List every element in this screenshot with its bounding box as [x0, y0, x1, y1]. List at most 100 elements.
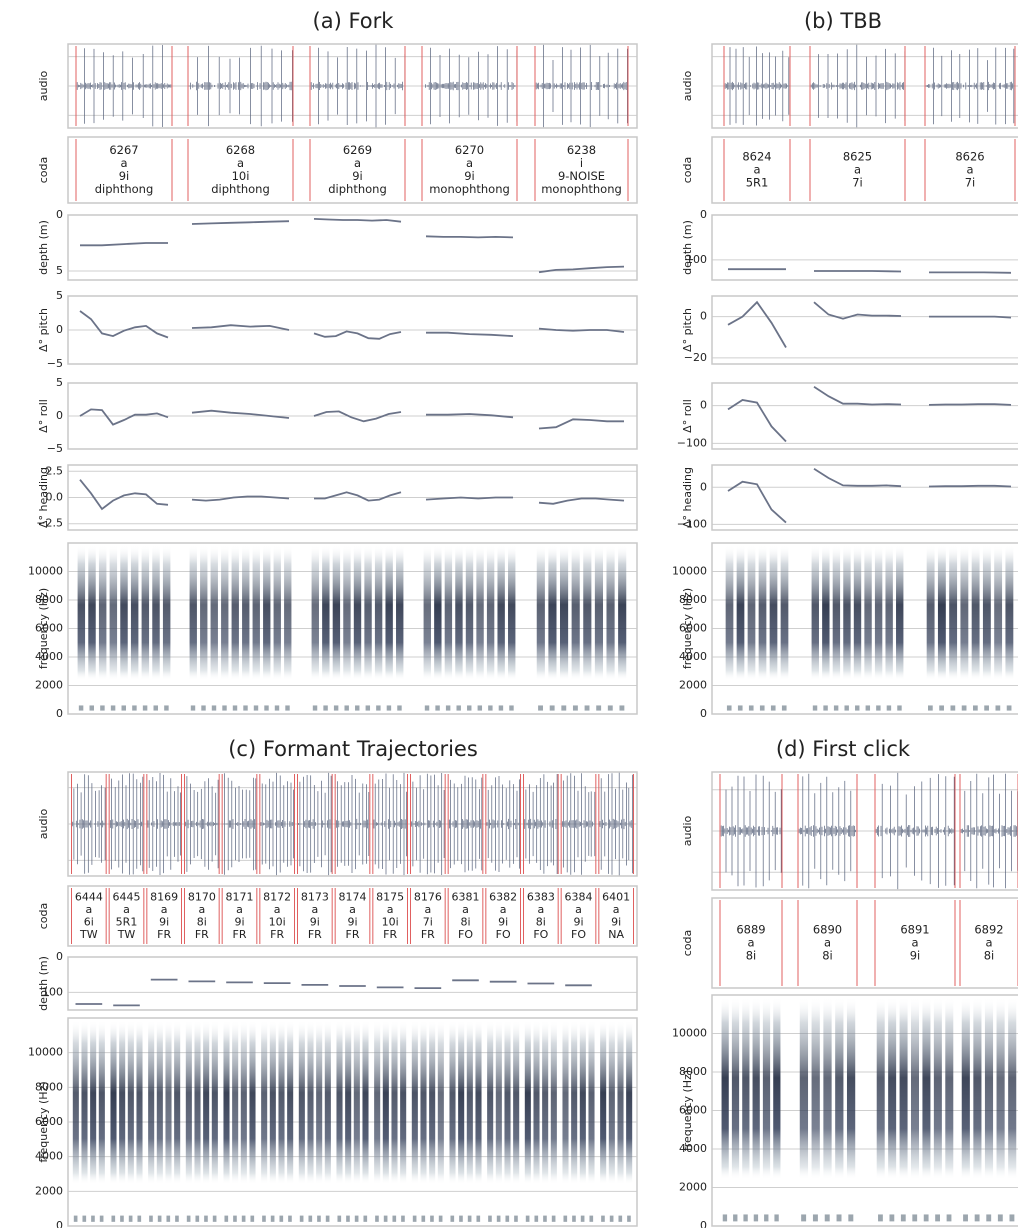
low-band — [137, 1216, 141, 1222]
spectral-band — [927, 545, 935, 702]
low-band — [585, 705, 590, 710]
low-band — [774, 1214, 778, 1221]
low-band — [74, 1216, 78, 1222]
spectral-band — [284, 545, 291, 702]
spectral-band — [812, 545, 819, 702]
coda-label: 9i — [234, 915, 244, 928]
low-band — [608, 705, 613, 710]
spectral-band — [90, 1020, 96, 1211]
spectral-band — [261, 1020, 267, 1211]
coda-label: 9i — [498, 915, 508, 928]
low-band — [317, 1216, 321, 1222]
low-band — [100, 1216, 104, 1222]
waveform — [561, 773, 595, 875]
low-band — [120, 1216, 124, 1222]
spectral-band — [888, 997, 896, 1210]
spectral-band — [1005, 545, 1013, 702]
y-tick-label: 2000 — [35, 679, 63, 692]
row-label: coda — [681, 157, 694, 184]
spectral-band — [316, 1020, 322, 1211]
low-band — [618, 1216, 622, 1222]
low-band — [928, 705, 933, 710]
low-band — [563, 1216, 567, 1222]
coda-label: 9-NOISE — [558, 169, 605, 183]
coda-label: 6268 — [226, 143, 255, 157]
low-band — [526, 1216, 530, 1222]
spectral-band — [875, 545, 882, 702]
coda-label: FR — [157, 928, 171, 941]
coda-label: 10i — [232, 169, 250, 183]
low-band — [195, 1216, 199, 1222]
low-band — [254, 705, 258, 710]
waveform — [724, 47, 789, 126]
coda-label: 8173 — [301, 890, 329, 903]
low-band — [233, 1216, 237, 1222]
low-band — [889, 1214, 894, 1221]
low-band — [435, 705, 439, 710]
spectral-band — [994, 545, 1002, 702]
spectral-band — [985, 997, 993, 1210]
spectral-band — [997, 997, 1005, 1210]
low-band — [468, 1216, 472, 1222]
spectral-band — [781, 545, 789, 702]
coda-label: NA — [608, 928, 624, 941]
spectral-band — [148, 1020, 154, 1211]
coda-label: 8174 — [339, 890, 367, 903]
low-band — [111, 705, 115, 710]
low-band — [213, 1216, 217, 1222]
low-band — [323, 705, 327, 710]
low-band — [801, 1214, 806, 1221]
low-band — [837, 1214, 842, 1221]
y-tick-label: −5 — [47, 442, 63, 455]
spectral-band — [232, 1020, 238, 1211]
y-tick-label: 2000 — [679, 679, 707, 692]
y-tick-label: 10000 — [28, 565, 63, 578]
row-line: Δ° pitch−200 — [681, 296, 1018, 364]
spectral-band — [854, 545, 861, 702]
coda-label: TW — [79, 928, 98, 941]
series-line — [192, 325, 289, 330]
low-band — [572, 1216, 576, 1222]
spectral-band — [165, 1020, 171, 1211]
waveform — [925, 48, 1014, 125]
y-tick-label: 5 — [56, 264, 63, 277]
coda-label: FO — [458, 928, 473, 941]
spectral-band — [606, 545, 614, 702]
spectral-band — [896, 545, 903, 702]
series-line — [192, 411, 289, 418]
spectral-band — [560, 545, 568, 702]
spectral-band — [773, 997, 780, 1210]
series-line — [814, 469, 901, 487]
y-tick-label: 6000 — [35, 1115, 63, 1128]
spectral-band — [274, 545, 281, 702]
low-band — [446, 705, 450, 710]
coda-label: 6401 — [602, 890, 630, 903]
coda-label: 6270 — [455, 143, 484, 157]
y-tick-label: 0 — [56, 950, 63, 963]
low-band — [456, 705, 460, 710]
low-band — [204, 1216, 208, 1222]
y-tick-label: 0.0 — [46, 491, 64, 504]
spectral-band — [525, 1020, 531, 1211]
low-band — [601, 1216, 605, 1222]
low-band — [421, 1216, 425, 1222]
low-band — [334, 705, 338, 710]
spectral-band — [885, 545, 892, 702]
y-tick-label: 0 — [56, 208, 63, 221]
coda-label: FO — [571, 928, 586, 941]
coda-label: 8625 — [843, 150, 872, 164]
spectral-band — [424, 545, 431, 702]
spectral-band — [120, 545, 127, 702]
low-band — [743, 1214, 747, 1221]
low-band — [947, 1214, 952, 1221]
y-tick-label: 2000 — [35, 1184, 63, 1197]
coda-label: a — [747, 936, 754, 950]
y-tick-label: 100 — [42, 985, 63, 998]
figure: (a) Forkaudiocoda6267a9idiphthong6268a10… — [0, 0, 1018, 1228]
coda-label: 6382 — [489, 890, 517, 903]
spectral-band — [595, 545, 603, 702]
page: {"chart_data": [ {"type": "coda-panel", … — [0, 0, 1018, 1228]
